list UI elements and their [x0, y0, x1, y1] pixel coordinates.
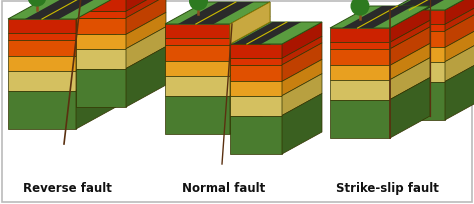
Polygon shape — [230, 3, 270, 39]
Polygon shape — [8, 71, 76, 91]
Text: Reverse fault: Reverse fault — [23, 181, 111, 194]
Polygon shape — [282, 94, 322, 154]
Polygon shape — [330, 66, 390, 80]
Polygon shape — [390, 25, 445, 32]
Polygon shape — [165, 62, 230, 76]
Polygon shape — [445, 26, 474, 62]
Polygon shape — [76, 19, 116, 57]
Circle shape — [351, 0, 369, 16]
Polygon shape — [165, 39, 230, 46]
Polygon shape — [342, 7, 413, 29]
Polygon shape — [390, 21, 430, 50]
Polygon shape — [8, 34, 76, 41]
Polygon shape — [330, 100, 390, 138]
Polygon shape — [230, 45, 282, 59]
Circle shape — [190, 0, 207, 11]
Polygon shape — [178, 3, 254, 25]
Polygon shape — [230, 23, 322, 45]
Polygon shape — [76, 49, 126, 69]
Polygon shape — [165, 25, 230, 39]
Polygon shape — [282, 23, 322, 59]
Polygon shape — [76, 12, 116, 41]
Polygon shape — [76, 0, 126, 12]
Polygon shape — [8, 91, 76, 129]
Polygon shape — [230, 96, 282, 116]
Polygon shape — [445, 10, 474, 48]
Polygon shape — [76, 12, 126, 19]
Polygon shape — [330, 7, 430, 29]
Polygon shape — [230, 54, 270, 96]
Polygon shape — [126, 0, 166, 35]
Circle shape — [28, 0, 46, 7]
Polygon shape — [76, 35, 116, 71]
Polygon shape — [330, 43, 390, 50]
Polygon shape — [230, 59, 282, 65]
Polygon shape — [390, 62, 445, 82]
Polygon shape — [282, 74, 322, 116]
Polygon shape — [230, 40, 270, 76]
Polygon shape — [330, 50, 390, 66]
Polygon shape — [8, 57, 76, 71]
Polygon shape — [330, 80, 390, 100]
Polygon shape — [165, 96, 230, 134]
Polygon shape — [230, 82, 282, 96]
Polygon shape — [230, 116, 282, 154]
Text: Normal fault: Normal fault — [182, 181, 265, 194]
Polygon shape — [76, 69, 116, 129]
Polygon shape — [230, 65, 282, 82]
Polygon shape — [8, 20, 76, 34]
Polygon shape — [230, 17, 270, 46]
Polygon shape — [390, 82, 445, 120]
Polygon shape — [282, 37, 322, 65]
Polygon shape — [282, 44, 322, 82]
Polygon shape — [76, 0, 116, 34]
Polygon shape — [76, 35, 126, 49]
Text: Strike-slip fault: Strike-slip fault — [336, 181, 439, 194]
Polygon shape — [282, 60, 322, 96]
Polygon shape — [390, 48, 445, 62]
Polygon shape — [8, 41, 76, 57]
Polygon shape — [25, 0, 99, 20]
Polygon shape — [165, 3, 270, 25]
Polygon shape — [126, 47, 166, 108]
Polygon shape — [233, 23, 301, 45]
Polygon shape — [230, 24, 270, 62]
Polygon shape — [445, 3, 474, 32]
Polygon shape — [390, 28, 430, 66]
Polygon shape — [445, 41, 474, 82]
Polygon shape — [390, 7, 430, 43]
Polygon shape — [8, 0, 116, 20]
Polygon shape — [390, 0, 474, 11]
Polygon shape — [390, 58, 430, 100]
Polygon shape — [390, 32, 445, 48]
Polygon shape — [126, 0, 166, 12]
Polygon shape — [445, 0, 474, 25]
Polygon shape — [76, 49, 116, 91]
Polygon shape — [330, 29, 390, 43]
Polygon shape — [76, 19, 126, 35]
Polygon shape — [126, 28, 166, 69]
Polygon shape — [445, 60, 474, 120]
Polygon shape — [230, 3, 270, 45]
Polygon shape — [390, 44, 430, 80]
Polygon shape — [126, 13, 166, 49]
Polygon shape — [165, 46, 230, 62]
Polygon shape — [390, 78, 430, 138]
Polygon shape — [230, 74, 270, 134]
Polygon shape — [76, 69, 126, 108]
Polygon shape — [126, 0, 166, 19]
Polygon shape — [165, 76, 230, 96]
Polygon shape — [393, 0, 466, 11]
Polygon shape — [390, 11, 445, 25]
